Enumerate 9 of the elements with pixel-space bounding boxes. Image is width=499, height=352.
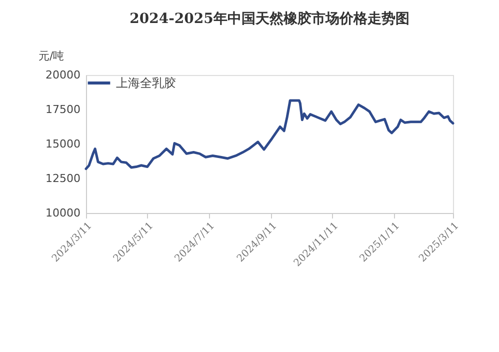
line-series	[84, 99, 454, 170]
y-tick-label: 10000	[46, 206, 80, 220]
y-tick-label: 20000	[46, 68, 80, 82]
chart-title: 2024-2025年中国天然橡胶市场价格走势图	[130, 10, 410, 27]
y-tick-label: 15000	[46, 138, 80, 150]
y-tick-label: 17500	[46, 103, 80, 116]
legend-label: 上海全乳胶	[116, 76, 176, 90]
y-axis-title: 元/吨	[38, 50, 64, 62]
y-tick-label: 12500	[46, 172, 80, 185]
